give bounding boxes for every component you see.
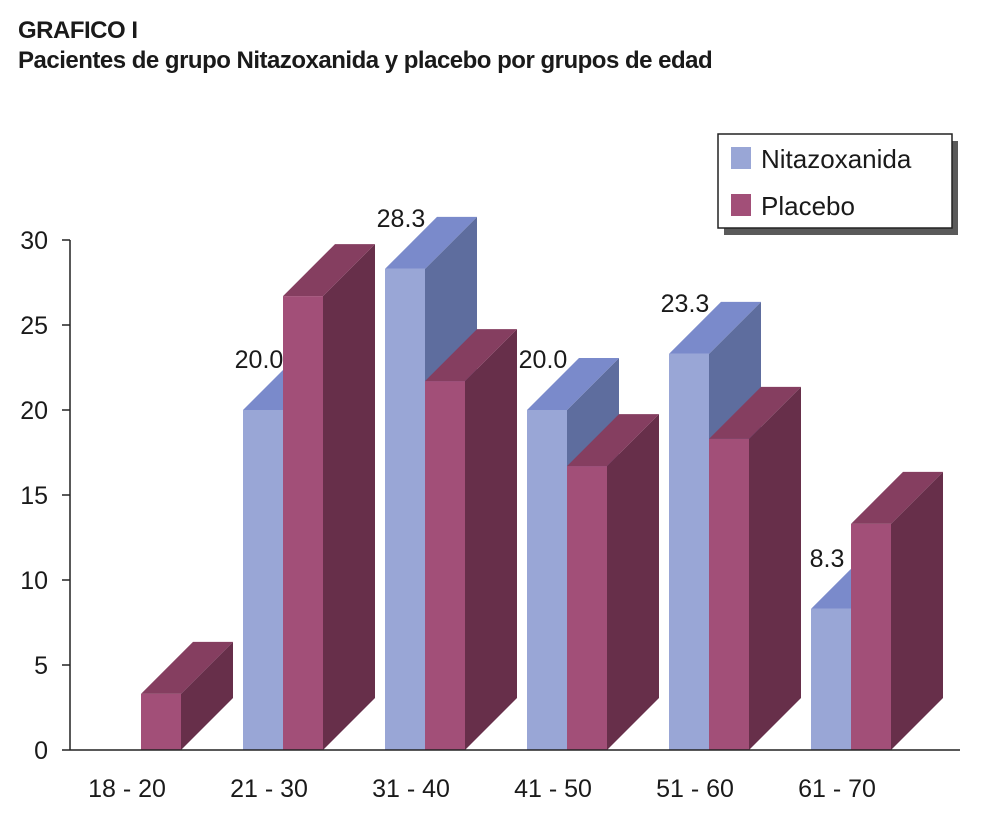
chart-heading: GRAFICO I Pacientes de grupo Nitazoxanid… — [18, 16, 713, 76]
bar-placebo-5 — [851, 471, 943, 750]
x-tick-label: 61 - 70 — [798, 775, 876, 803]
x-tick-label: 51 - 60 — [656, 775, 734, 803]
data-labels-group: 20.0 28.3 20.0 23.3 8.3 — [235, 205, 845, 573]
legend-label-nitazoxanida: Nitazoxanida — [761, 144, 912, 174]
y-tick-label: 5 — [34, 652, 48, 680]
data-label-nitazoxanida: 8.3 — [810, 545, 845, 573]
x-axis: 18 - 20 21 - 30 31 - 40 41 - 50 51 - 60 61 - … — [70, 749, 960, 803]
bar-placebo-0-side — [181, 641, 233, 750]
bar-nitazoxanida-4-front — [669, 353, 709, 750]
bar-placebo-2 — [425, 329, 517, 750]
bar-nitazoxanida-2-top — [385, 216, 477, 269]
bar-placebo-3-front — [567, 466, 607, 750]
bar-placebo-2-top — [425, 329, 517, 382]
y-tick-label: 10 — [20, 567, 48, 595]
x-tick-label: 41 - 50 — [514, 775, 592, 803]
bar-placebo-0-top — [141, 641, 233, 694]
bar-placebo-2-front — [425, 381, 465, 750]
bar-placebo-4-side — [749, 386, 801, 750]
y-tick-label: 30 — [20, 227, 48, 255]
legend-box — [717, 133, 953, 229]
bars-group — [141, 216, 943, 750]
y-tick-label: 0 — [34, 737, 48, 765]
bar-placebo-1-side — [323, 244, 375, 750]
data-label-nitazoxanida: 23.3 — [661, 290, 710, 318]
bar-placebo-3 — [567, 414, 659, 750]
bar-placebo-0-front — [141, 693, 181, 750]
chart-title: Pacientes de grupo Nitazoxanida y placeb… — [18, 47, 713, 74]
legend-swatch-nitazoxanida — [731, 147, 751, 169]
x-tick-label: 21 - 30 — [230, 775, 308, 803]
bar-nitazoxanida-5-front — [811, 608, 851, 750]
data-label-nitazoxanida: 20.0 — [235, 346, 284, 374]
bar-placebo-5-side — [891, 471, 943, 750]
bar-nitazoxanida-4-top — [669, 301, 761, 354]
y-axis: 0 5 10 15 20 25 30 — [20, 227, 71, 765]
x-tick-label: 18 - 20 — [88, 775, 166, 803]
y-tick-label: 20 — [20, 397, 48, 425]
y-tick-label: 25 — [20, 312, 48, 340]
bar-nitazoxanida-2-front — [385, 268, 425, 750]
legend-label-placebo: Placebo — [761, 191, 855, 221]
bar-placebo-1-top — [283, 244, 375, 297]
bar-placebo-1-front — [283, 296, 323, 750]
bar-placebo-4 — [709, 386, 801, 750]
data-label-nitazoxanida: 20.0 — [519, 346, 568, 374]
bar-placebo-0 — [141, 641, 233, 750]
legend: Nitazoxanida Placebo — [717, 133, 958, 235]
legend-swatch-placebo — [731, 194, 751, 216]
bar-placebo-3-top — [567, 414, 659, 467]
bar-placebo-4-front — [709, 438, 749, 750]
bar-placebo-4-top — [709, 386, 801, 439]
bar-placebo-3-side — [607, 414, 659, 750]
y-tick-label: 15 — [20, 482, 48, 510]
bar-nitazoxanida-3-front — [527, 410, 567, 750]
bar-placebo-2-side — [465, 329, 517, 750]
data-label-nitazoxanida: 28.3 — [377, 205, 426, 233]
bar-nitazoxanida-1-front — [243, 410, 283, 750]
bar-placebo-5-top — [851, 471, 943, 524]
bar-placebo-5-front — [851, 523, 891, 750]
bar-nitazoxanida-3-top — [527, 358, 619, 410]
chart-label: GRAFICO I — [18, 17, 138, 44]
bar-placebo-1 — [283, 244, 375, 750]
x-tick-label: 31 - 40 — [372, 775, 450, 803]
